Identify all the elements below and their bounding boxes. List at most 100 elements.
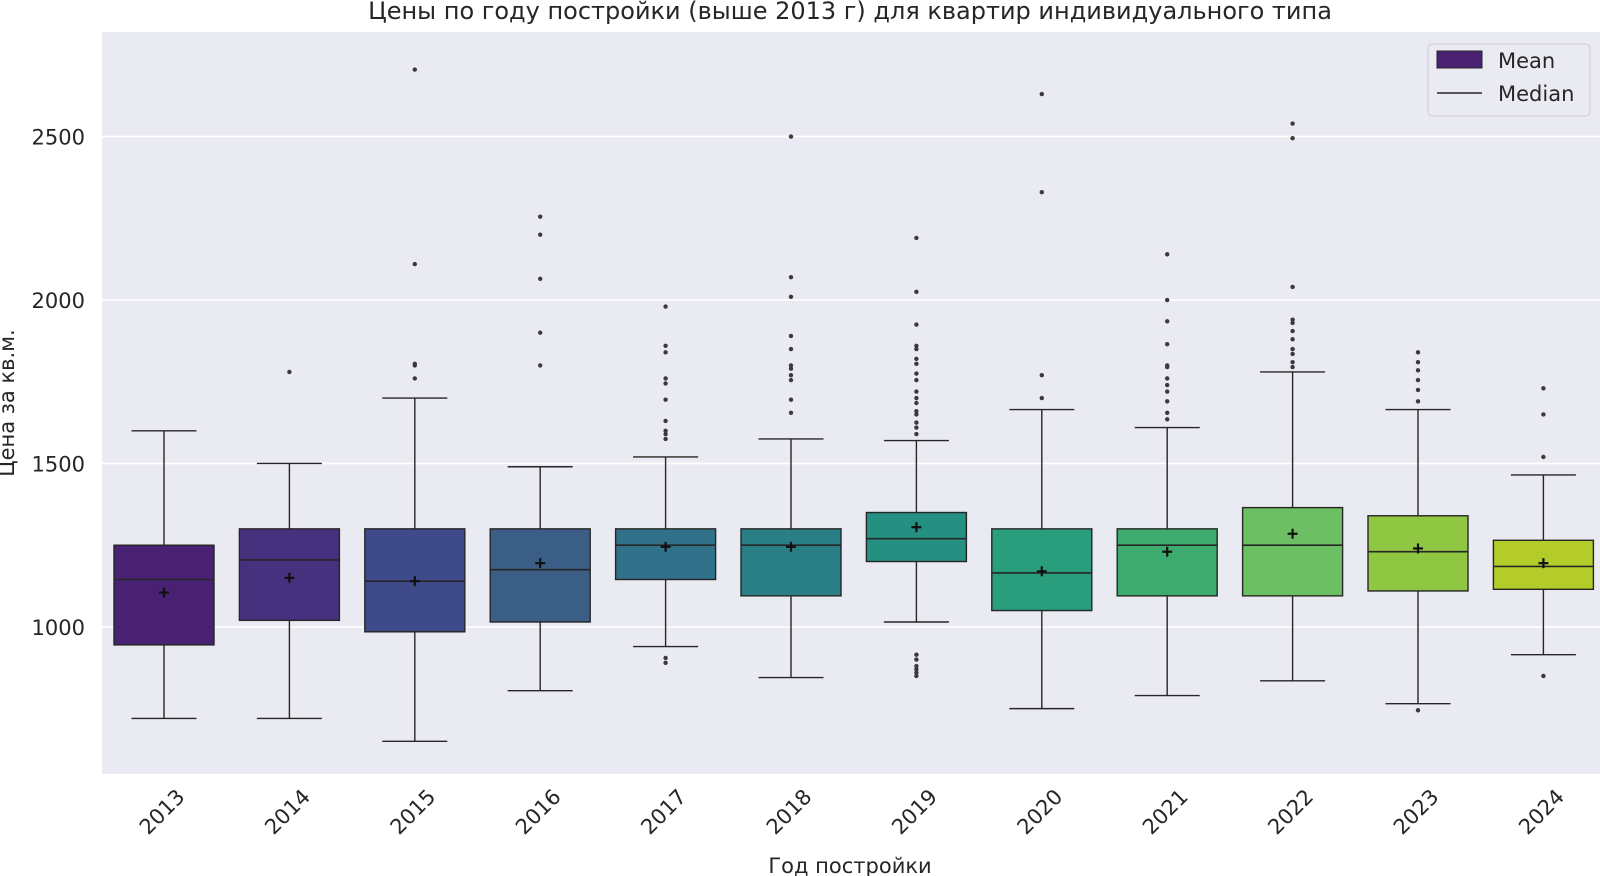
outlier-point [788, 397, 794, 402]
outlier-point [914, 657, 919, 662]
x-tick-label: 2020 [1013, 785, 1068, 840]
outlier-point [412, 67, 417, 72]
outlier-point [914, 235, 919, 241]
legend-mean-label: Mean [1498, 49, 1555, 73]
outlier-point [1415, 708, 1421, 713]
outlier-point [914, 395, 919, 401]
outlier-point [914, 663, 919, 669]
outlier-point [788, 366, 794, 371]
x-tick-label: 2014 [260, 785, 315, 840]
box-2017 [614, 528, 717, 581]
outlier-point [1541, 412, 1546, 417]
outlier-point [788, 410, 794, 416]
x-tick-labels: 2013 2014 2015 2016 2017 2018 2019 2020 2021 2022… [135, 785, 1569, 840]
outlier-point [1541, 386, 1546, 391]
x-tick-label: 2022 [1263, 785, 1318, 840]
outlier-point [788, 377, 794, 383]
outlier-point [914, 356, 919, 362]
box-group-2024 [1492, 386, 1595, 679]
outlier-point [663, 431, 668, 437]
outlier-point [1165, 363, 1170, 368]
y-tick-label: 1500 [32, 452, 85, 476]
outlier-point [1165, 417, 1170, 422]
y-tick-labels: 1000 1500 2000 2500 [32, 126, 85, 640]
outlier-point [538, 214, 543, 219]
outlier-point [1541, 673, 1546, 679]
outlier-point [788, 333, 794, 339]
outlier-point [788, 373, 794, 378]
outlier-point [663, 428, 668, 433]
outlier-point [788, 274, 794, 280]
outlier-point [663, 660, 668, 666]
legend: Mean Median [1427, 43, 1591, 117]
outlier-point [788, 134, 794, 139]
outlier-point [412, 376, 417, 381]
outlier-point [914, 408, 919, 414]
box-2021 [1116, 528, 1218, 597]
outlier-point [914, 412, 919, 417]
outlier-point [663, 343, 668, 348]
outlier-point [412, 361, 417, 366]
outlier-point [1290, 337, 1295, 342]
y-axis-label: Цена за кв.м. [0, 329, 19, 476]
x-tick-label: 2013 [135, 785, 190, 840]
outlier-point [538, 363, 543, 368]
outlier-point [914, 377, 919, 383]
x-tick-label: 2016 [511, 785, 566, 840]
outlier-point [287, 369, 292, 375]
legend-median-label: Median [1498, 82, 1574, 106]
x-tick-label: 2019 [887, 785, 942, 840]
outlier-point [1415, 359, 1421, 365]
x-tick-label: 2017 [636, 785, 691, 840]
outlier-point [1165, 297, 1170, 303]
box-group-2015 [364, 67, 466, 743]
outlier-point [1165, 382, 1170, 388]
outlier-point [1415, 399, 1421, 404]
outlier-point [663, 381, 668, 386]
outlier-point [1415, 387, 1421, 393]
x-tick-label: 2023 [1389, 785, 1444, 840]
box-group-2014 [238, 369, 341, 720]
outlier-point [914, 670, 919, 675]
outlier-point [788, 363, 794, 368]
y-tick-label: 1000 [32, 616, 85, 640]
outlier-point [1290, 320, 1295, 326]
x-tick-label: 2021 [1138, 785, 1193, 840]
outlier-point [538, 232, 543, 237]
outlier-point [1165, 319, 1170, 324]
outlier-point [914, 652, 919, 657]
outlier-point [914, 322, 919, 327]
outlier-point [914, 389, 919, 394]
outlier-point [914, 361, 919, 366]
box-2019 [865, 511, 968, 563]
y-tick-label: 2000 [32, 289, 85, 313]
box-group-2020 [991, 91, 1093, 710]
box-group-2013 [113, 430, 215, 720]
outlier-point [1290, 328, 1295, 334]
outlier-point [914, 420, 919, 425]
outlier-point [538, 276, 543, 281]
grid-lines [102, 135, 1600, 628]
outlier-point [1290, 317, 1295, 322]
outlier-point [412, 261, 417, 267]
outlier-point [663, 655, 668, 661]
outlier-point [1165, 376, 1170, 381]
outlier-point [1290, 346, 1295, 352]
outlier-point [788, 346, 794, 352]
plot-background [102, 32, 1600, 774]
box-2018 [740, 528, 842, 597]
chart-title: Цены по году постройки (выше 2013 г) для… [368, 0, 1332, 25]
outlier-point [663, 376, 668, 381]
box-2024 [1492, 539, 1595, 591]
outlier-point [914, 400, 919, 406]
box-group-2023 [1367, 350, 1469, 713]
outlier-point [1290, 121, 1295, 126]
box-group-2021 [1116, 252, 1218, 697]
outlier-point [914, 346, 919, 352]
outlier-point [788, 294, 794, 299]
outlier-point [538, 330, 543, 335]
outlier-point [1039, 189, 1045, 195]
x-axis-label: Год постройки [768, 854, 931, 876]
